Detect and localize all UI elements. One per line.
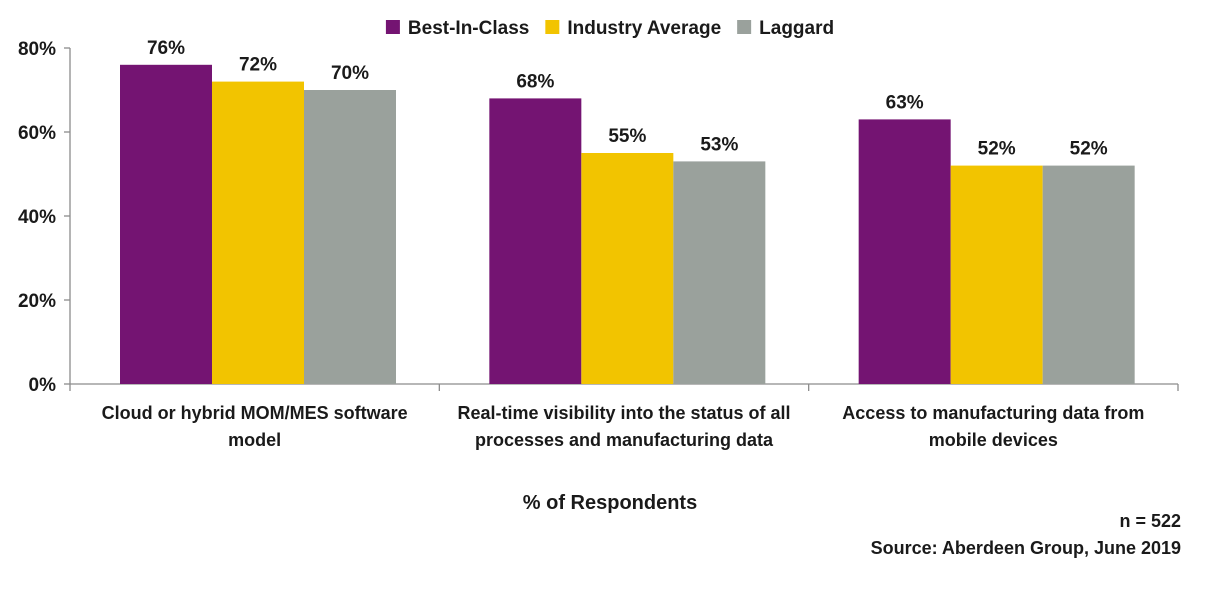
category-label: mobile devices — [929, 430, 1058, 450]
bar — [120, 64, 212, 385]
legend-label: Laggard — [759, 18, 834, 39]
data-label: 52% — [1070, 139, 1108, 160]
bar — [858, 119, 951, 385]
legend-label: Best-In-Class — [408, 18, 529, 39]
data-label: 76% — [147, 38, 185, 59]
x-axis-title: % of Respondents — [523, 492, 697, 514]
category-label: Cloud or hybrid MOM/MES software — [102, 403, 408, 423]
data-label: 52% — [978, 139, 1016, 160]
legend-swatch — [737, 20, 752, 34]
plot-area: 0% 20% 40% 60% 80% 76% 72% 70% Cloud or hybrid M… — [18, 38, 1179, 450]
y-tick-label: 40% — [18, 207, 56, 228]
legend-swatch — [385, 20, 400, 34]
data-label: 68% — [516, 71, 554, 92]
data-label: 63% — [886, 92, 924, 113]
category-label: Real-time visibility into the status of … — [457, 403, 790, 423]
y-tick-label: 80% — [18, 39, 56, 60]
data-label: 53% — [700, 134, 738, 155]
y-tick-label: 20% — [18, 291, 56, 312]
category-label: processes and manufacturing data — [475, 430, 774, 450]
category-label: Access to manufacturing data from — [842, 403, 1144, 423]
bar — [1042, 165, 1135, 384]
bar — [212, 81, 304, 384]
source-note: Source: Aberdeen Group, June 2019 — [871, 538, 1181, 558]
data-label: 70% — [331, 63, 369, 84]
bar — [673, 161, 766, 384]
legend-swatch — [545, 20, 560, 34]
data-label: 72% — [239, 55, 277, 76]
bar — [950, 165, 1043, 384]
legend-label: Industry Average — [567, 18, 721, 39]
y-tick-label: 0% — [29, 375, 57, 396]
bar — [581, 153, 674, 384]
data-label: 55% — [608, 126, 646, 147]
y-tick-label: 60% — [18, 123, 56, 144]
category-label: model — [228, 430, 281, 450]
bar — [304, 90, 396, 384]
bar — [489, 98, 582, 385]
sample-size-note: n = 522 — [1119, 511, 1181, 531]
chart-legend: Best-In-Class Industry Average Laggard — [385, 18, 834, 39]
